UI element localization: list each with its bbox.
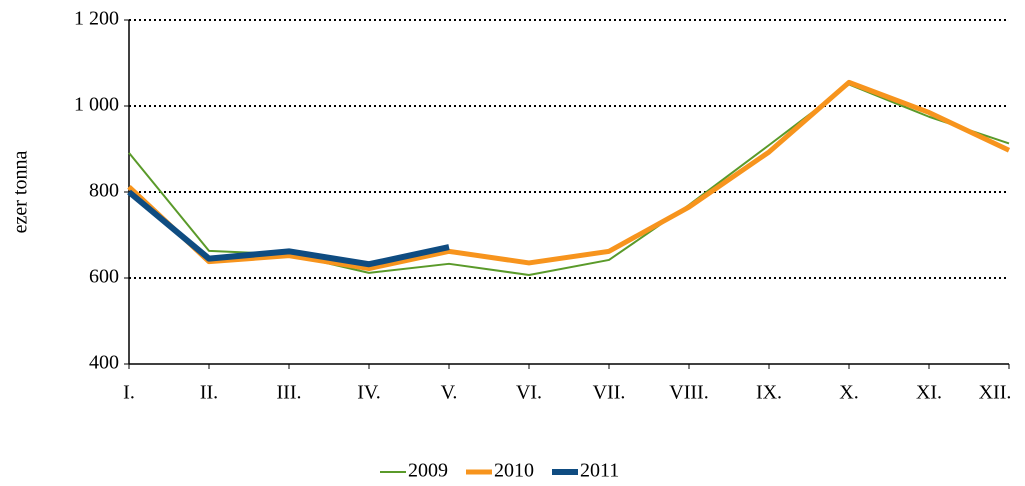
x-tick-label: VIII. — [669, 382, 708, 404]
x-tick-label: V. — [441, 382, 458, 404]
x-tick-label: IV. — [357, 382, 381, 404]
y-tick-label: 800 — [89, 180, 119, 202]
x-tick-label: II. — [200, 382, 218, 404]
x-tick-label: IX. — [756, 382, 782, 404]
legend-label: 2011 — [580, 460, 619, 482]
y-tick-label: 600 — [89, 266, 119, 288]
series-line — [128, 83, 1010, 276]
series-line — [127, 189, 450, 268]
y-tick-label: 1 200 — [74, 8, 119, 30]
legend-label: 2009 — [408, 460, 448, 482]
legend-label: 2010 — [494, 460, 534, 482]
x-tick-label: VI. — [516, 382, 542, 404]
y-axis-label: ezer tonna — [10, 151, 32, 234]
x-tick-label: I. — [123, 382, 135, 404]
series-line — [127, 79, 1011, 272]
x-tick-label: XII. — [979, 382, 1012, 404]
x-tick-label: X. — [839, 382, 858, 404]
y-tick-label: 400 — [89, 352, 119, 374]
y-tick-label: 1 000 — [74, 94, 119, 116]
x-tick-label: XI. — [916, 382, 942, 404]
x-tick-label: VII. — [593, 382, 626, 404]
x-tick-label: III. — [277, 382, 302, 404]
